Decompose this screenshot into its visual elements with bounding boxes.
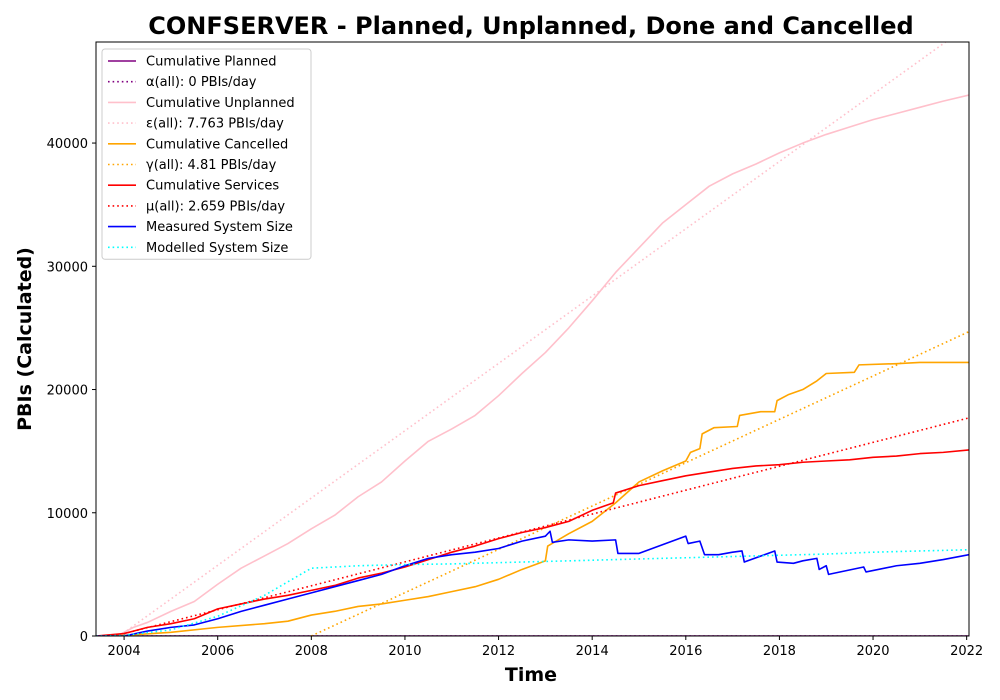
series-line-2 [96,94,969,636]
y-tick-label: 10000 [47,507,88,522]
legend-label-6: Cumulative Services [146,179,279,194]
x-tick-label: 2012 [482,644,515,659]
x-axis-label: Time [505,664,557,686]
x-axis: 2004 2006 2008 2010 2012 2014 2016 2018 2020 2022 [108,636,983,659]
legend-label-9: Modelled System Size [146,241,288,256]
y-axis-label: PBIs (Calculated) [14,247,36,431]
series-line-3 [118,42,947,636]
series-line-4 [96,361,969,636]
x-tick-label: 2010 [388,644,421,659]
series-line-5 [310,330,969,636]
legend-label-1: α(all): 0 PBIs/day [146,75,257,90]
y-tick-label: 40000 [47,137,88,152]
series-layer [96,42,969,636]
legend: Cumulative Planned α(all): 0 PBIs/day Cumu… [101,48,312,260]
x-tick-label: 2016 [669,644,702,659]
y-tick-label: 20000 [47,384,88,399]
legend-box [101,48,312,260]
legend-label-4: Cumulative Cancelled [146,137,288,152]
x-tick-label: 2008 [295,644,328,659]
legend-label-8: Measured System Size [146,220,293,235]
y-axis: 0 10000 20000 30000 40000 [47,137,96,645]
plot-area-frame [95,41,970,637]
legend-label-7: μ(all): 2.659 PBIs/day [146,199,285,214]
x-tick-label: 2006 [201,644,234,659]
x-tick-label: 2004 [108,644,141,659]
series-line-8 [96,530,969,636]
legend-label-2: Cumulative Unplanned [146,96,295,111]
legend-label-0: Cumulative Planned [146,55,276,70]
legend-label-3: ε(all): 7.763 PBIs/day [146,117,284,132]
series-line-9 [96,548,969,636]
x-tick-label: 2018 [763,644,796,659]
x-tick-label: 2020 [856,644,889,659]
y-tick-label: 30000 [47,260,88,275]
x-tick-label: 2014 [576,644,609,659]
chart-title: CONFSERVER - Planned, Unplanned, Done an… [148,12,913,40]
legend-label-5: γ(all): 4.81 PBIs/day [146,158,277,173]
y-tick-label: 0 [80,630,88,645]
x-tick-label: 2022 [950,644,983,659]
